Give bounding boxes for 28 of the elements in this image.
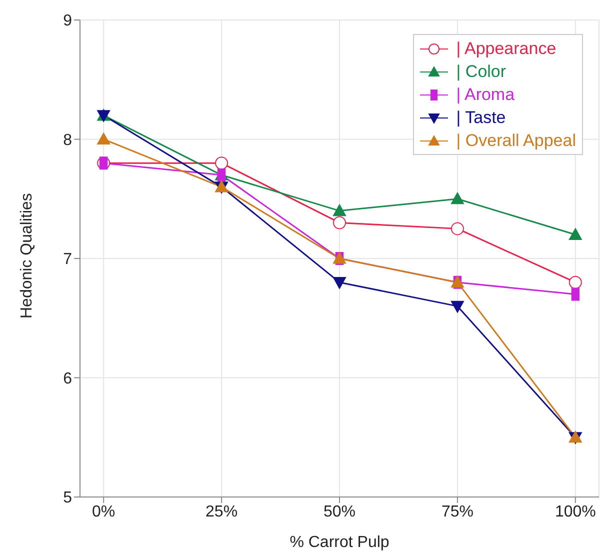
point [568, 276, 582, 289]
legend-label: | Aroma [456, 84, 515, 104]
x-tick-label: 50% [323, 503, 356, 520]
point [450, 276, 464, 288]
point [450, 192, 464, 204]
x-tick-label: 75% [441, 503, 474, 520]
legend-label: | Color [456, 62, 506, 82]
y-tick-label: 9 [63, 12, 72, 30]
y-tick-label: 5 [63, 490, 72, 507]
point [97, 132, 110, 145]
point [333, 204, 346, 216]
point [450, 222, 464, 236]
legend-label: | Appearance [456, 38, 556, 58]
point [333, 277, 346, 289]
y-tick-label: 8 [63, 132, 72, 149]
point [333, 216, 346, 230]
point [450, 300, 464, 313]
x-axis-title: % Carrot Pulp [290, 534, 390, 551]
x-tick-label: 100% [554, 503, 596, 520]
legend-label: | Taste [456, 108, 506, 128]
y-tick-label: 7 [63, 251, 72, 268]
point [215, 156, 228, 170]
x-tick-label: 0% [92, 503, 116, 520]
y-axis-title: Hedonic Qualities [18, 193, 36, 318]
x-tick-label: 25% [206, 503, 238, 520]
y-tick-label: 6 [63, 370, 72, 388]
legend-label: | Overall Appeal [456, 130, 576, 150]
point [568, 228, 582, 240]
